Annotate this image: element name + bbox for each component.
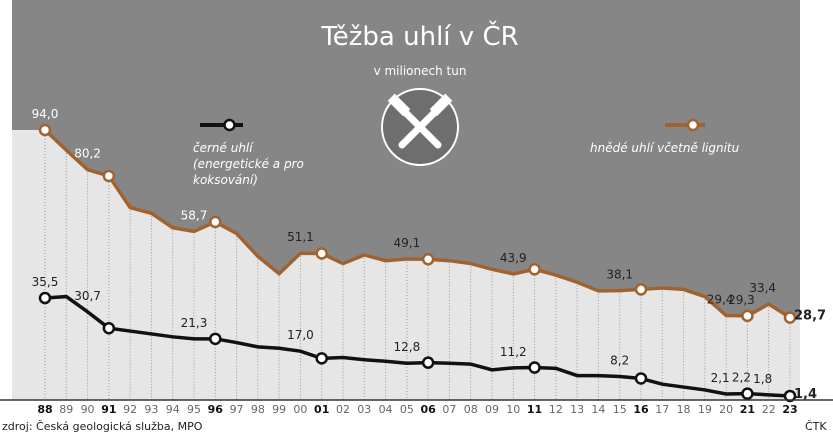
data-label: 29,3 bbox=[728, 293, 755, 307]
x-tick-label: 09 bbox=[485, 403, 499, 416]
point bbox=[38, 291, 52, 305]
icon bbox=[381, 88, 459, 166]
point bbox=[102, 169, 116, 183]
point bbox=[209, 332, 222, 346]
x-tick-label: 13 bbox=[570, 403, 584, 416]
x-tick-label: 96 bbox=[208, 403, 224, 416]
x-tick-label: 93 bbox=[144, 403, 158, 416]
x-tick-label: 14 bbox=[591, 403, 605, 416]
x-tick-label: 89 bbox=[59, 403, 73, 416]
data-label: 17,0 bbox=[287, 328, 314, 342]
line bbox=[43, 128, 791, 320]
chart-title: Těžba uhlí v ČR bbox=[320, 20, 518, 52]
point bbox=[634, 283, 648, 296]
x-tick-label: 01 bbox=[314, 403, 329, 416]
x-tick-label: 20 bbox=[719, 403, 733, 416]
data-label: 1,8 bbox=[753, 372, 772, 386]
data-label: 51,1 bbox=[287, 230, 314, 244]
point bbox=[634, 372, 648, 385]
x-tick-label: 17 bbox=[655, 403, 669, 416]
point bbox=[783, 311, 797, 324]
point bbox=[421, 253, 435, 266]
x-tick-label: 05 bbox=[400, 403, 414, 416]
data-label: 58,7 bbox=[181, 208, 208, 222]
x-tick-label: 12 bbox=[549, 403, 563, 416]
point bbox=[783, 389, 797, 403]
point bbox=[315, 247, 328, 260]
data-label: 8,2 bbox=[610, 353, 629, 367]
x-tick-label: 90 bbox=[81, 403, 95, 416]
data-label: 12,8 bbox=[393, 340, 420, 354]
legend-label: černé uhlí (energetické a pro koksování) bbox=[193, 141, 304, 187]
data-label: 38,1 bbox=[606, 268, 633, 282]
data-label: 80,2 bbox=[74, 147, 101, 161]
data-label: 28,7 bbox=[794, 309, 826, 324]
x-tick-label: 99 bbox=[272, 403, 286, 416]
data-label: 49,1 bbox=[393, 236, 420, 250]
data-label: 35,5 bbox=[32, 275, 59, 289]
x-tick-label: 22 bbox=[762, 403, 776, 416]
x-tick-label: 88 bbox=[37, 403, 52, 416]
data-label: 29,4 bbox=[707, 293, 734, 307]
x-tick-label: 21 bbox=[740, 403, 755, 416]
data-label: 21,3 bbox=[181, 316, 208, 330]
point bbox=[209, 215, 222, 229]
point bbox=[38, 123, 52, 137]
point bbox=[421, 356, 435, 369]
point bbox=[741, 387, 754, 400]
credit: ČTK bbox=[805, 420, 827, 433]
x-tick-label: 92 bbox=[123, 403, 137, 416]
x-tick-label: 97 bbox=[230, 403, 244, 416]
source: zdroj: Česká geologická služba, MPO bbox=[2, 420, 203, 433]
x-tick-label: 23 bbox=[782, 403, 797, 416]
x-tick-label: 18 bbox=[677, 403, 691, 416]
data-label: 11,2 bbox=[500, 345, 527, 359]
chart-subtitle: v milionech tun bbox=[374, 64, 467, 78]
data-label: 43,9 bbox=[500, 251, 527, 265]
x-tick-label: 94 bbox=[166, 403, 180, 416]
point bbox=[528, 263, 541, 276]
x-tick-label: 00 bbox=[293, 403, 307, 416]
data-label: 2,2 bbox=[732, 371, 751, 385]
legend-label: hnědé uhlí včetně lignitu bbox=[590, 141, 740, 155]
x-tick-label: 02 bbox=[336, 403, 350, 416]
point bbox=[315, 352, 328, 365]
x-tick-label: 04 bbox=[379, 403, 393, 416]
data-label: 33,4 bbox=[749, 281, 776, 295]
point bbox=[741, 309, 754, 323]
data-label: 2,1 bbox=[711, 371, 730, 385]
x-tick-label: 07 bbox=[442, 403, 456, 416]
x-tick-label: 10 bbox=[506, 403, 520, 416]
x-tick-label: 06 bbox=[420, 403, 436, 416]
x-tick-label: 19 bbox=[698, 403, 712, 416]
x-tick-label: 16 bbox=[633, 403, 649, 416]
x-tick-label: 08 bbox=[464, 403, 478, 416]
x-tick-label: 15 bbox=[613, 403, 627, 416]
legend-swatch bbox=[223, 118, 236, 132]
x-tick-label: 03 bbox=[357, 403, 371, 416]
point bbox=[528, 361, 541, 374]
x-tick-label: 95 bbox=[187, 403, 201, 416]
data-label: 1,4 bbox=[794, 387, 817, 402]
data-label: 30,7 bbox=[74, 289, 101, 303]
area-fill bbox=[12, 130, 800, 400]
x-tick-label: 91 bbox=[101, 403, 116, 416]
point bbox=[102, 321, 116, 335]
data-label: 94,0 bbox=[32, 107, 59, 121]
legend-swatch bbox=[686, 118, 700, 132]
line bbox=[44, 294, 791, 398]
x-tick-label: 11 bbox=[527, 403, 542, 416]
x-tick-label: 98 bbox=[251, 403, 265, 416]
